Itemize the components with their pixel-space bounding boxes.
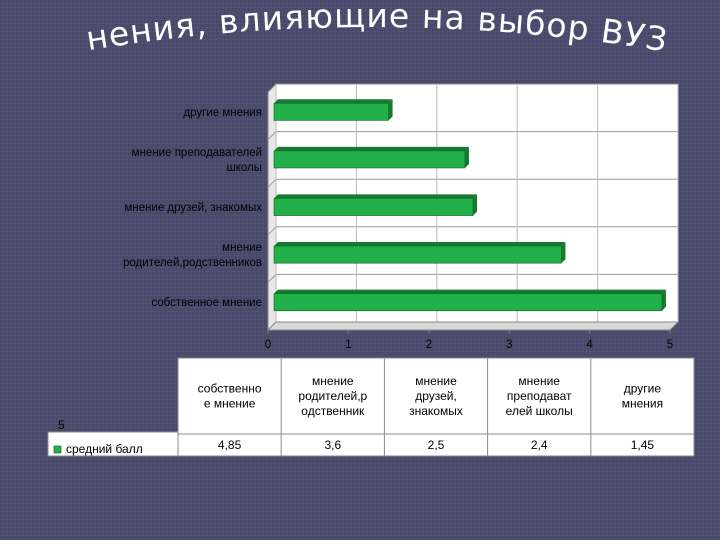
bar-side [464,146,469,168]
plot-floor [266,321,680,331]
table-value-cell: 4,85 [218,438,242,452]
table-header-cell: другие [624,382,662,396]
bar-side [561,242,566,264]
bar-side [661,289,666,311]
table-header-cell: е мнение [204,397,256,411]
bar [273,198,474,216]
slide-title: Мнения, влияющие на выбор ВУЗа [0,0,671,60]
tick-label: 4 [586,339,593,351]
table-header-cell: мнение [312,374,354,388]
gridline-depth [267,131,277,140]
table-header-cell: преподават [507,389,572,403]
category-label: родителей,родственников [123,257,262,269]
bar-top [274,146,469,151]
category-label: другие мнения [183,107,262,119]
category-label: собственное мнение [151,297,262,309]
bar-top [274,99,393,104]
gridline-depth [267,178,277,188]
table-body [177,357,695,457]
bar-top [274,289,666,294]
table-corner-label: 5 [58,418,65,432]
tick-label: 3 [506,339,512,351]
data-table: собственное мнениемнениеродителей,родств… [47,357,695,457]
table-header-cell: одственник [301,404,365,418]
table-header-cell: елей школы [506,404,573,418]
table-value-cell: 3,6 [324,438,341,452]
table-header-cell: друзей, [415,389,457,403]
tick-label: 2 [426,339,432,351]
bar-side [388,99,393,121]
category-labels: собственное мнение мнение родителей,родств… [123,107,262,309]
bars-group [273,99,666,312]
category-label: школы [226,162,262,174]
tick-label: 0 [265,339,271,351]
bar-top [274,194,477,199]
table-value-cell: 2,4 [531,438,548,452]
legend-key [53,445,62,454]
table-header-cell: мнение [518,374,560,388]
table-header-cell: мнение [415,374,457,388]
bar [273,293,663,312]
bar [273,102,389,121]
chart-panel: собственное мнениемнениеродителей,родств… [47,82,695,457]
gridline-depth [267,274,277,283]
table-value-cell: 1,45 [631,438,655,452]
bar [273,245,562,264]
tick-label: 1 [345,339,351,351]
table-row-label-cell [47,431,179,457]
gridline-depth [267,226,277,236]
bar [273,150,466,169]
table-header-cell: родителей,р [298,389,367,403]
category-label: мнение преподавателей [132,147,262,159]
table-header-cell: собственно [198,382,262,396]
bar-side [473,194,477,216]
table-value-cell: 2,5 [428,438,445,452]
category-label: мнение [222,242,262,254]
category-label: мнение друзей, знакомых [124,202,262,214]
table-header-cell: мнения [622,397,663,411]
bar-top [274,242,566,247]
tick-label: 5 [667,339,673,351]
x-axis-ticks: 0 1 2 3 4 5 [265,330,673,351]
table-row-label: средний балл [66,442,143,456]
table-header-cell: знакомых [409,404,463,418]
